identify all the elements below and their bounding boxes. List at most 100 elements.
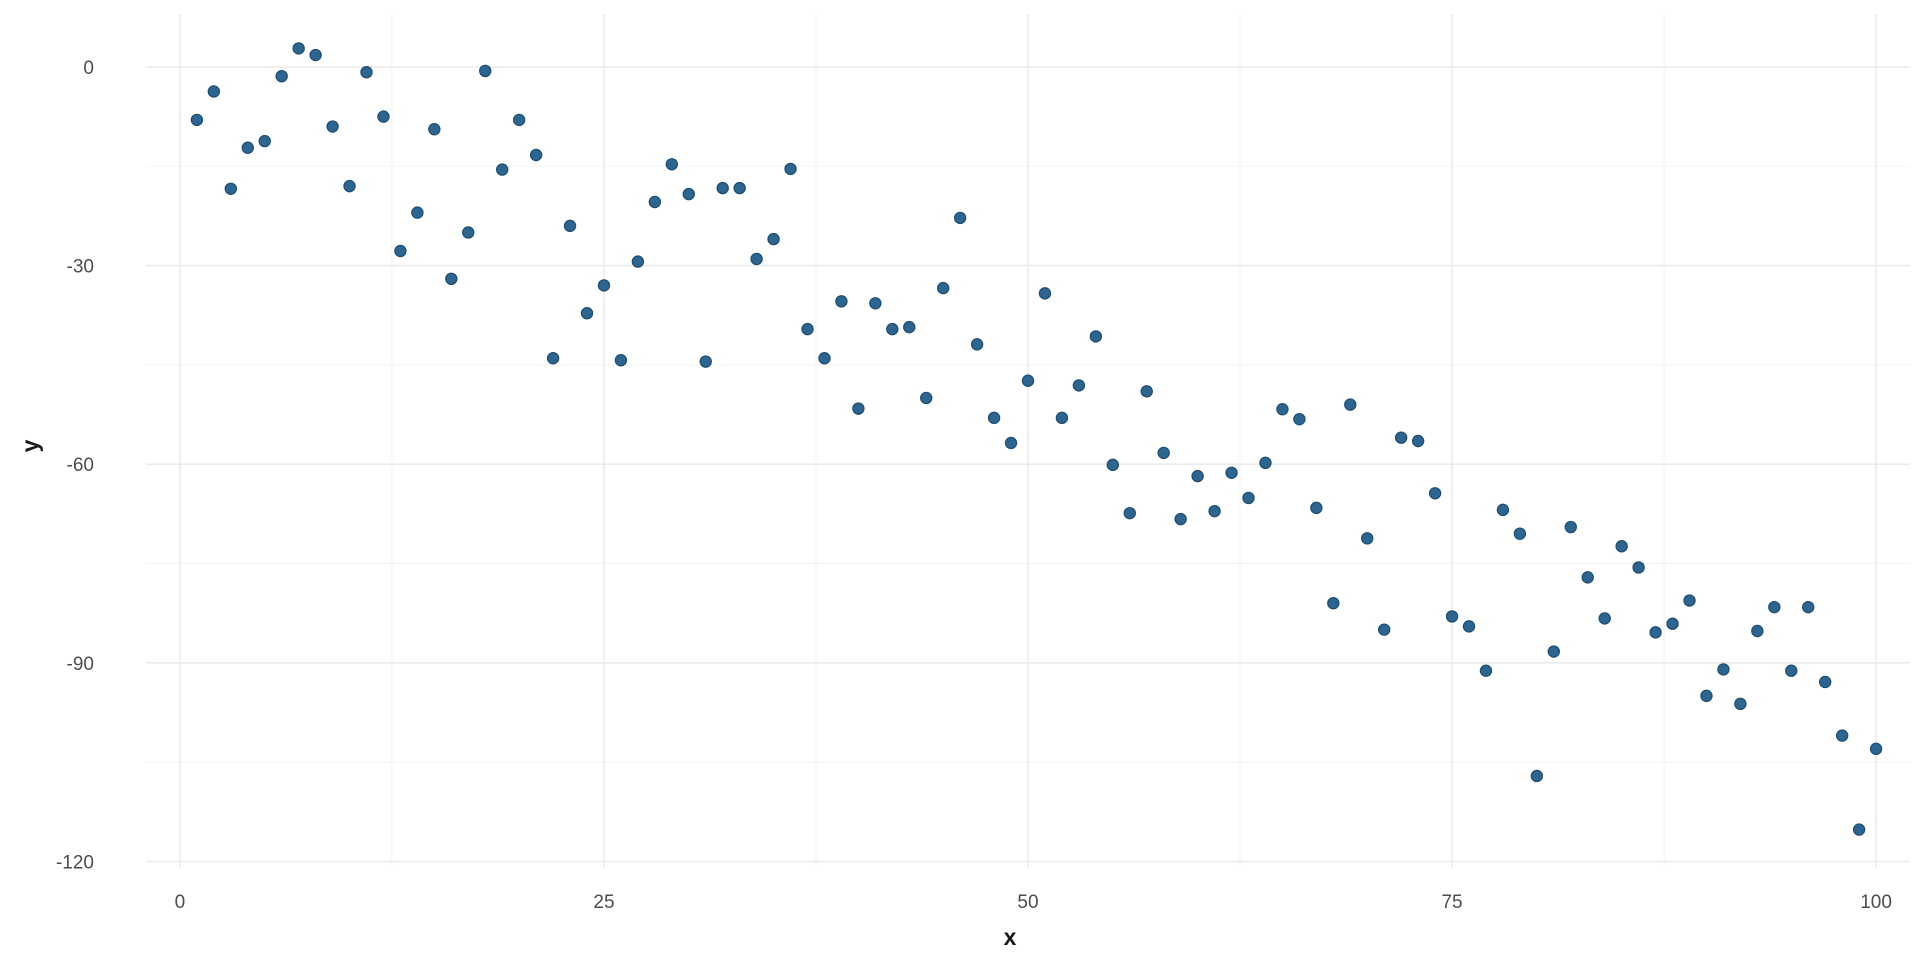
data-point-80 (1547, 645, 1561, 658)
data-point-82 (1581, 571, 1594, 584)
data-point-18 (495, 163, 509, 176)
y-tick-labels: 0 -30 -60 -90 -120 (56, 58, 94, 873)
y-axis-title: y (17, 439, 43, 452)
data-point-79 (1530, 769, 1544, 783)
data-point-97 (1835, 729, 1849, 742)
x-tick-label-4: 100 (1860, 892, 1892, 913)
x-tick-label-2: 50 (1017, 892, 1038, 913)
data-point-20 (529, 148, 543, 162)
data-point-43 (920, 391, 933, 405)
data-point-59 (1191, 469, 1204, 483)
data-point-64 (1276, 403, 1289, 416)
data-point-56 (1140, 385, 1153, 398)
data-point-33 (750, 252, 763, 266)
data-point-1 (207, 85, 221, 98)
data-point-6 (292, 42, 305, 55)
data-point-76 (1479, 664, 1493, 677)
x-tick-label-1: 25 (593, 892, 614, 913)
data-point-63 (1259, 456, 1272, 470)
data-point-8 (326, 120, 339, 133)
data-point-24 (597, 279, 611, 292)
data-point-35 (784, 162, 797, 176)
data-point-12 (394, 244, 407, 258)
data-point-39 (852, 402, 865, 415)
data-point-98 (1852, 823, 1866, 836)
data-point-31 (716, 181, 729, 195)
data-points (190, 42, 1883, 836)
x-tick-label-3: 75 (1441, 892, 1462, 913)
data-point-14 (428, 122, 441, 136)
data-point-44 (936, 281, 950, 295)
data-point-60 (1208, 504, 1221, 518)
data-point-22 (563, 219, 577, 233)
data-point-93 (1768, 600, 1781, 614)
data-point-23 (580, 307, 594, 320)
data-point-29 (682, 187, 695, 201)
data-point-25 (614, 354, 628, 367)
data-point-47 (987, 411, 1001, 425)
data-point-2 (224, 182, 238, 195)
data-point-40 (869, 297, 882, 310)
data-point-15 (445, 272, 458, 286)
y-tick-label-0: 0 (83, 58, 94, 79)
data-point-57 (1157, 446, 1170, 460)
data-point-0 (190, 113, 204, 127)
data-point-88 (1683, 594, 1696, 607)
data-point-34 (767, 232, 780, 246)
data-point-70 (1377, 623, 1391, 636)
data-point-53 (1089, 330, 1103, 343)
data-point-46 (970, 338, 984, 351)
data-point-84 (1615, 540, 1628, 553)
x-tick-label-0: 0 (175, 892, 186, 913)
data-point-65 (1293, 412, 1306, 426)
data-point-94 (1785, 664, 1798, 677)
data-point-74 (1445, 610, 1459, 623)
data-point-90 (1717, 663, 1730, 676)
data-point-42 (903, 320, 916, 334)
data-point-61 (1225, 466, 1238, 479)
data-point-50 (1038, 287, 1052, 300)
data-point-41 (886, 322, 899, 336)
data-point-9 (343, 179, 356, 193)
data-point-78 (1513, 527, 1527, 540)
data-point-77 (1496, 503, 1510, 517)
data-point-19 (512, 113, 526, 127)
data-point-68 (1344, 398, 1357, 411)
data-point-92 (1751, 624, 1764, 638)
x-axis-title: x (1004, 924, 1017, 950)
data-point-37 (818, 352, 831, 365)
data-point-7 (309, 48, 322, 62)
data-point-73 (1428, 487, 1442, 500)
data-point-95 (1802, 600, 1815, 614)
data-point-81 (1564, 520, 1577, 534)
data-point-86 (1649, 626, 1662, 639)
x-tick-labels: 0 25 50 75 100 (175, 892, 1892, 913)
data-point-69 (1361, 532, 1374, 545)
data-point-54 (1106, 458, 1120, 472)
data-point-72 (1411, 434, 1425, 448)
data-point-13 (411, 206, 424, 219)
data-point-11 (377, 110, 390, 123)
y-tick-label-4: -120 (56, 852, 94, 873)
data-point-28 (665, 158, 679, 171)
data-point-49 (1021, 374, 1035, 387)
y-tick-label-3: -90 (67, 654, 94, 675)
y-tick-label-1: -30 (67, 257, 94, 278)
data-point-55 (1123, 506, 1136, 520)
data-point-85 (1632, 561, 1645, 574)
data-point-91 (1734, 697, 1747, 711)
major-gridlines (146, 14, 1910, 868)
data-point-99 (1869, 742, 1883, 756)
data-point-10 (360, 66, 373, 79)
data-point-5 (275, 70, 288, 83)
data-point-71 (1394, 431, 1408, 444)
data-point-58 (1174, 512, 1187, 526)
data-point-32 (733, 181, 746, 195)
data-point-45 (953, 211, 967, 225)
data-point-83 (1598, 612, 1611, 625)
data-point-21 (546, 352, 560, 365)
data-point-36 (801, 322, 814, 336)
data-point-96 (1818, 675, 1832, 689)
data-point-67 (1327, 596, 1340, 610)
